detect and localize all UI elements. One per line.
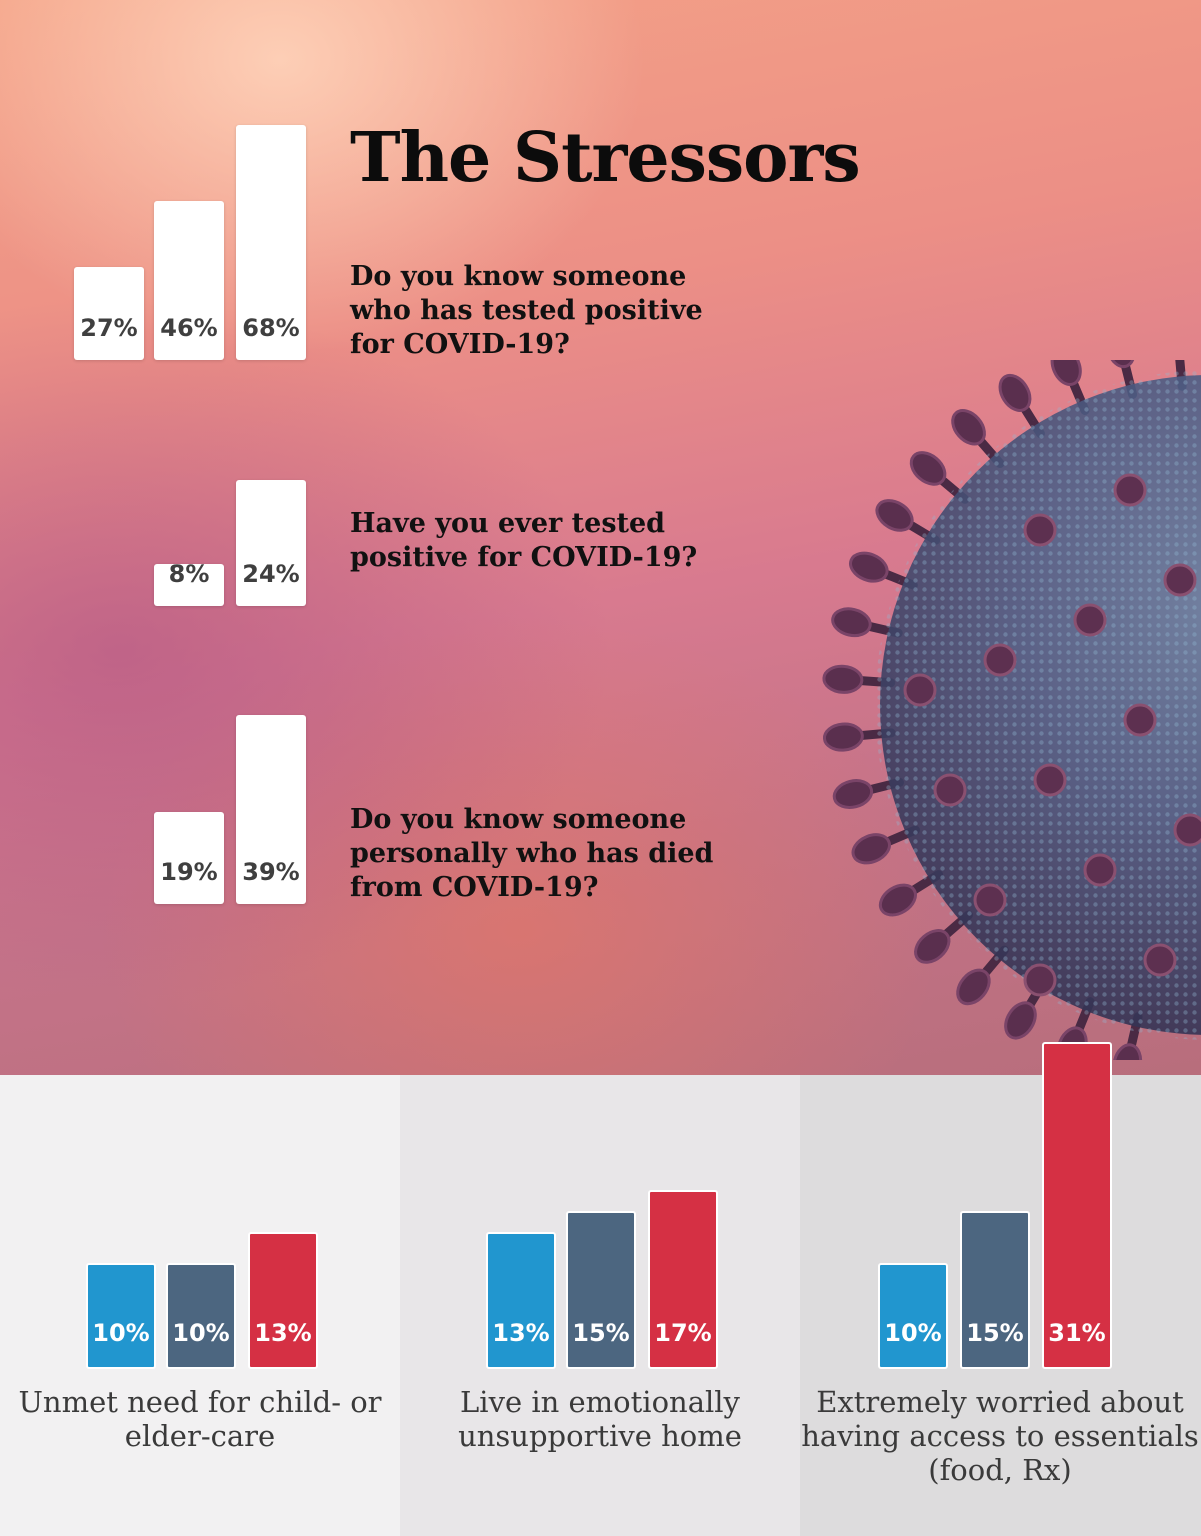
stat-bar-blue: 13%	[486, 1232, 556, 1369]
stat-bar-slate: 15%	[566, 1211, 636, 1369]
stat-bar: 46%	[154, 201, 224, 360]
question-2: Have you ever tested positive for COVID-…	[350, 508, 698, 573]
bar-value-label: 39%	[242, 858, 300, 886]
bar-value-label: 10%	[92, 1319, 150, 1347]
bar-value-label: 17%	[654, 1319, 712, 1347]
stat-bar-red: 17%	[648, 1190, 718, 1369]
stat-bar-red: 13%	[248, 1232, 318, 1369]
question-3: Do you know someone personally who has d…	[350, 804, 714, 903]
stat-bar-red: 31%	[1042, 1042, 1112, 1369]
bar-value-label: 10%	[884, 1319, 942, 1347]
bar-value-label: 13%	[492, 1319, 550, 1347]
stat-bar: 68%	[236, 125, 306, 360]
bar-value-label: 19%	[160, 858, 218, 886]
stat-bar-blue: 10%	[86, 1263, 156, 1369]
bar-value-label: 24%	[242, 560, 300, 588]
bar-value-label: 15%	[966, 1319, 1024, 1347]
stat-bar: 19%	[154, 812, 224, 904]
bar-value-label: 8%	[168, 560, 210, 588]
bar-value-label: 27%	[80, 314, 138, 342]
page-title: The Stressors	[350, 118, 861, 198]
stat-bar: 27%	[74, 267, 144, 360]
caption-home: Live in emotionally unsupportive home	[458, 1385, 742, 1453]
stat-bar-slate: 15%	[960, 1211, 1030, 1369]
bar-value-label: 46%	[160, 314, 218, 342]
bar-value-label: 68%	[242, 314, 300, 342]
bar-value-label: 10%	[172, 1319, 230, 1347]
caption-essentials: Extremely worried about having access to…	[801, 1385, 1199, 1487]
question-1: Do you know someone who has tested posit…	[350, 261, 703, 360]
stat-bar: 8%	[154, 560, 224, 606]
bar-value-label: 31%	[1048, 1319, 1106, 1347]
stat-bar: 24%	[236, 480, 306, 606]
bar-value-label: 15%	[572, 1319, 630, 1347]
stat-bar: 39%	[236, 715, 306, 904]
stat-bar-blue: 10%	[878, 1263, 948, 1369]
bar-value-label: 13%	[254, 1319, 312, 1347]
caption-care: Unmet need for child- or elder-care	[18, 1385, 382, 1453]
stat-bar-slate: 10%	[166, 1263, 236, 1369]
virus-illustration	[822, 360, 1201, 1060]
